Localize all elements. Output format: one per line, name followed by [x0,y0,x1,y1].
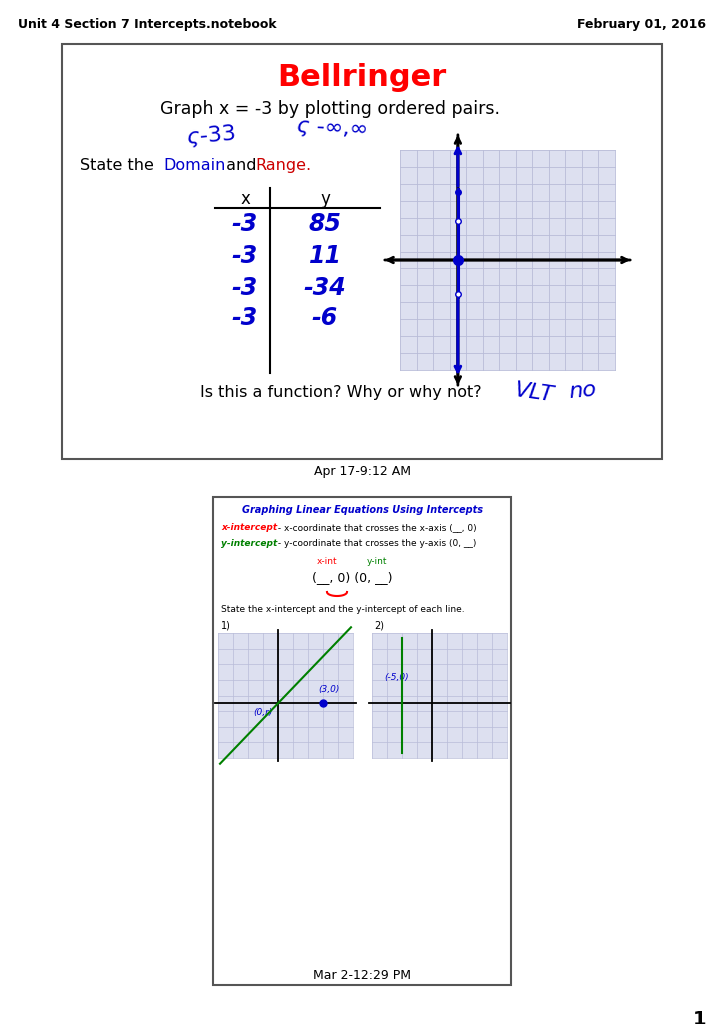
Text: $\varsigma$-3$\mathit{3}$: $\varsigma$-3$\mathit{3}$ [185,122,237,151]
Text: -3: -3 [232,276,258,300]
Bar [372,633,507,758]
Text: y-int: y-int [367,557,387,566]
Text: State the x-intercept and the y-intercept of each line.: State the x-intercept and the y-intercep… [221,605,465,614]
Text: Graphing Linear Equations Using Intercepts: Graphing Linear Equations Using Intercep… [242,505,482,515]
Text: Apr 17-9:12 AM: Apr 17-9:12 AM [313,465,411,478]
Text: -3: -3 [232,306,258,330]
Text: 2): 2) [374,621,384,631]
Text: -34: -34 [303,276,346,300]
Text: and: and [221,158,261,173]
Text: x: x [240,190,250,208]
Text: VLT: VLT [513,380,555,406]
Text: (__, 0) (0, __): (__, 0) (0, __) [312,571,392,584]
Text: 11: 11 [308,244,342,268]
Text: Is this a function? Why or why not?: Is this a function? Why or why not? [200,385,481,400]
Text: Bellringer: Bellringer [277,63,447,92]
Text: Domain: Domain [163,158,225,173]
Text: February 01, 2016: February 01, 2016 [577,18,706,31]
Text: Mar 2-12:29 PM: Mar 2-12:29 PM [313,969,411,982]
Text: Graph x = -3 by plotting ordered pairs.: Graph x = -3 by plotting ordered pairs. [160,100,500,118]
Text: $\varsigma$ -$\infty$,$\infty$: $\varsigma$ -$\infty$,$\infty$ [295,118,368,141]
Text: x-intercept: x-intercept [221,523,277,532]
Text: -6: -6 [312,306,338,330]
Text: (-5,0): (-5,0) [384,674,408,682]
Bar [400,150,615,370]
Text: (0,r): (0,r) [253,709,272,718]
Text: y: y [320,190,330,208]
Bar [213,497,511,985]
Text: no: no [568,380,597,402]
Text: Range.: Range. [255,158,311,173]
Text: -3: -3 [232,212,258,236]
Bar [218,633,353,758]
Text: (3,0): (3,0) [318,685,340,694]
Text: 1): 1) [221,621,231,631]
Text: - y-coordinate that crosses the y-axis (0, __): - y-coordinate that crosses the y-axis (… [275,539,476,548]
Text: State the: State the [80,158,159,173]
Bar [62,44,662,459]
Text: - x-coordinate that crosses the x-axis (__, 0): - x-coordinate that crosses the x-axis (… [275,523,476,532]
Text: 85: 85 [308,212,342,236]
Text: 1: 1 [692,1010,706,1024]
Text: y-intercept: y-intercept [221,539,277,548]
Text: -3: -3 [232,244,258,268]
Text: Unit 4 Section 7 Intercepts.notebook: Unit 4 Section 7 Intercepts.notebook [18,18,277,31]
Text: x-int: x-int [316,557,337,566]
